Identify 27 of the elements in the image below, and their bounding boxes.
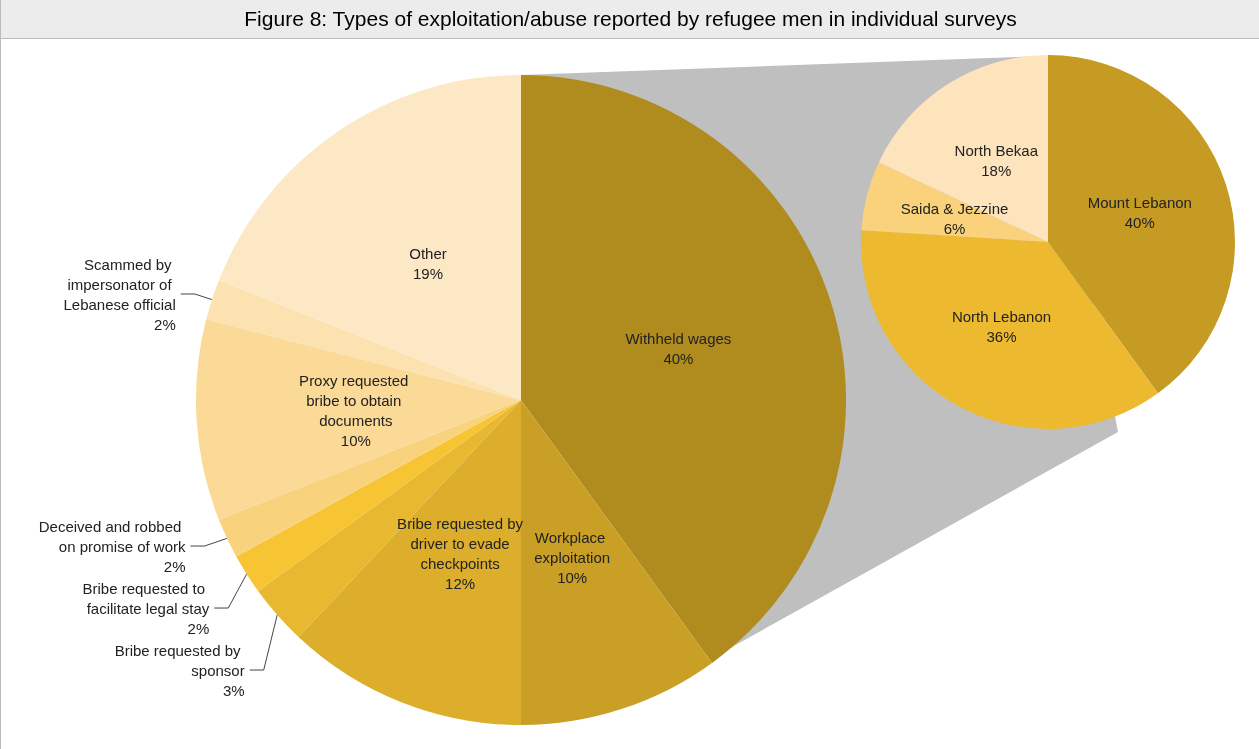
slice-label: Proxy requested bribe to obtain documents (299, 371, 413, 429)
data-label: 2% (154, 315, 176, 333)
slice-label: Bribe requested by driver to evade checkpoints (397, 515, 524, 573)
data-label: 2% (187, 619, 210, 637)
data-label: 10% (340, 431, 371, 449)
slice-label: Mount Lebanon (1087, 193, 1192, 211)
data-label: 10% (557, 568, 588, 586)
chart-title: Figure 8: Types of exploitation/abuse reported by refugee men in individual surveys (1, 0, 1259, 39)
data-label: 19% (412, 264, 443, 282)
data-label: 6% (943, 219, 966, 237)
data-label: 12% (445, 575, 476, 593)
slice-label: North Lebanon (951, 308, 1052, 326)
slice-label: Workplace exploitation (534, 528, 611, 566)
data-label: 18% (981, 162, 1012, 180)
data-label: 40% (1124, 213, 1155, 231)
data-label: 2% (163, 557, 186, 575)
slice-label: Withheld wages (625, 330, 732, 348)
slice-label: Other (409, 244, 447, 262)
slice-label: Saida & Jezzine (900, 199, 1009, 217)
slice-label: Bribe requested by sponsor (114, 641, 245, 679)
data-label: 40% (663, 350, 694, 368)
slice-label: Scammed by impersonator of Lebanese official (63, 255, 176, 313)
slice-label: Bribe requested to facilitate legal stay (82, 579, 210, 617)
data-label: 36% (986, 328, 1017, 346)
slice-label: North Bekaa (954, 142, 1039, 160)
slice-label: Deceived and robbed on promise of work (38, 517, 186, 555)
data-label: 3% (223, 681, 245, 699)
